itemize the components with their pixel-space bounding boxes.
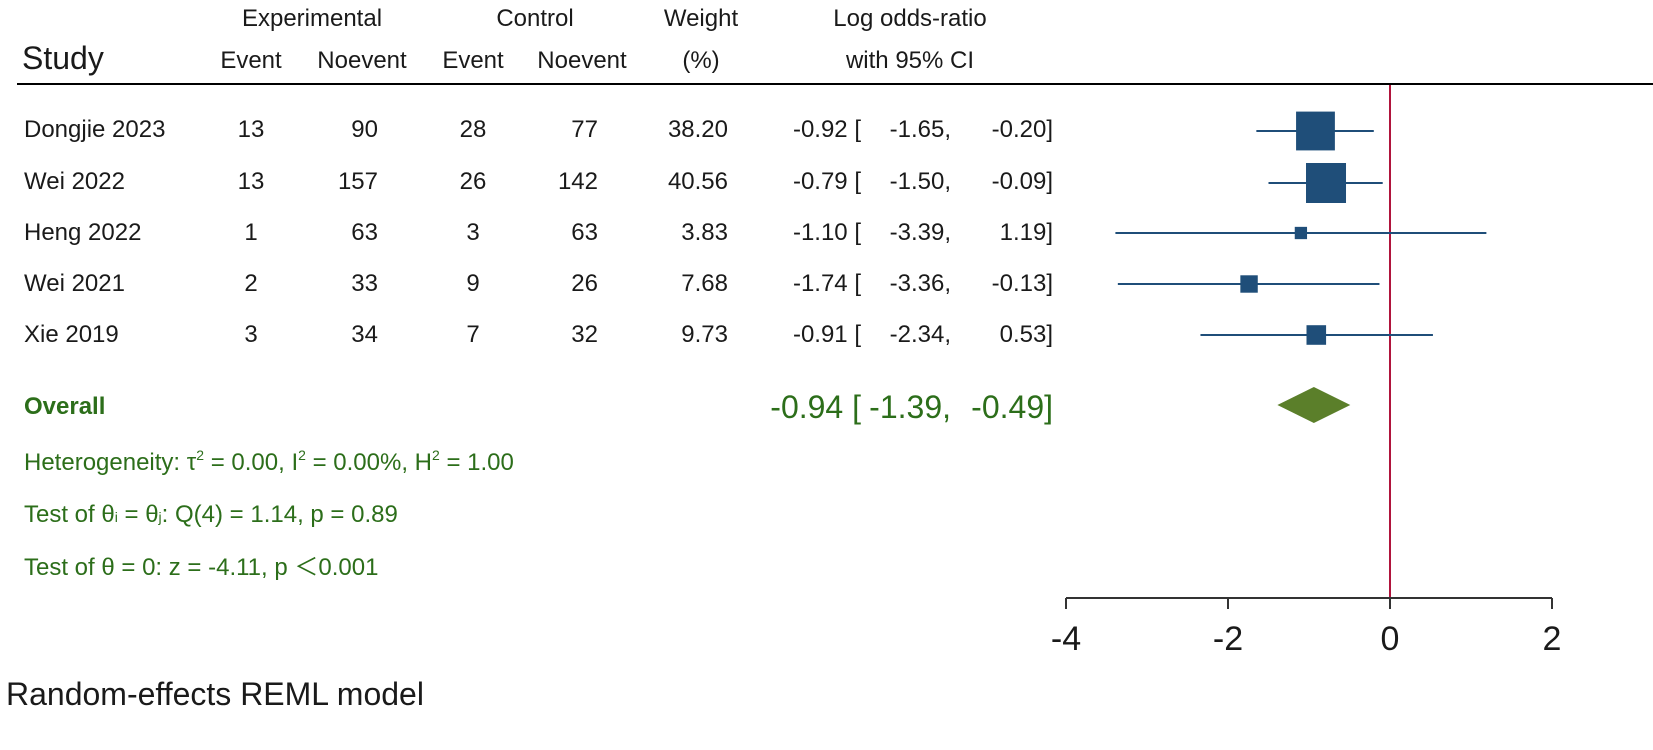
row-exp-noevent: 63 [351, 219, 378, 246]
row-estimate: -0.79 [ [792, 168, 861, 195]
x-tick-label: -2 [1213, 620, 1243, 658]
row-weight: 7.68 [681, 270, 728, 297]
row-weight: 9.73 [681, 321, 728, 348]
header-weight: Weight [663, 5, 739, 32]
x-tick-label: 0 [1381, 620, 1400, 658]
overall-label: Overall [24, 393, 106, 420]
header-ctrl-noevent: Noevent [537, 47, 627, 74]
row-ctrl-event: 9 [466, 270, 480, 297]
row-ci-low: -3.36, [889, 270, 951, 297]
row-ctrl-noevent: 63 [571, 219, 598, 246]
header-ctrl-event: Event [442, 47, 504, 74]
row-exp-event: 2 [244, 270, 258, 297]
row-exp-noevent: 34 [351, 321, 378, 348]
row-weight: 3.83 [681, 219, 728, 246]
overall-ci-high: -0.49] [971, 389, 1053, 425]
overall-ci-low: -1.39, [869, 389, 951, 425]
row-ci-high: -0.13] [991, 270, 1053, 297]
model-label: Random-effects REML model [6, 676, 424, 712]
row-study-name: Wei 2021 [24, 270, 125, 297]
x-tick-label: -4 [1051, 620, 1081, 658]
row-exp-event: 13 [237, 116, 265, 143]
row-ctrl-noevent: 32 [571, 321, 598, 348]
row-estimate: -1.74 [ [792, 270, 861, 297]
row-exp-noevent: 157 [337, 168, 378, 195]
header-experimental: Experimental [241, 5, 383, 32]
row-ctrl-event: 26 [459, 168, 487, 195]
row-weight: 40.56 [667, 168, 728, 195]
header-exp-event: Event [220, 47, 282, 74]
row-study-name: Heng 2022 [24, 219, 142, 246]
row-exp-event: 1 [244, 219, 258, 246]
row-ci-high: 0.53] [999, 321, 1053, 348]
header-weight-unit: (%) [682, 47, 720, 74]
study-marker [1296, 111, 1335, 151]
row-weight: 38.20 [667, 116, 728, 143]
row-estimate: -0.91 [ [792, 321, 861, 348]
row-ci-low: -1.50, [889, 168, 951, 195]
row-ci-low: -1.65, [889, 116, 951, 143]
header-ci: with 95% CI [845, 47, 975, 74]
row-study-name: Xie 2019 [24, 321, 119, 348]
row-study-name: Dongjie 2023 [24, 116, 166, 143]
row-ctrl-noevent: 77 [571, 116, 598, 143]
study-marker [1240, 275, 1258, 293]
row-ci-high: -0.09] [991, 168, 1053, 195]
row-ctrl-event: 7 [466, 321, 480, 348]
row-ci-high: 1.19] [999, 219, 1053, 246]
row-exp-event: 3 [244, 321, 258, 348]
header-control: Control [496, 5, 574, 32]
row-ci-low: -2.34, [889, 321, 951, 348]
x-tick-label: 2 [1543, 620, 1562, 658]
row-ci-high: -0.20] [991, 116, 1053, 143]
overall-effect-test: Test of θ = 0: z = -4.11, p ＜0.001 [24, 554, 379, 581]
row-ctrl-noevent: 142 [557, 168, 598, 195]
header-log-odds-ratio: Log odds-ratio [833, 5, 987, 32]
row-exp-event: 13 [237, 168, 265, 195]
row-exp-noevent: 33 [351, 270, 378, 297]
header-study: Study [22, 40, 104, 76]
row-exp-noevent: 90 [351, 116, 378, 143]
heterogeneity-stat: Heterogeneity: τ2 = 0.00, I2 = 0.00%, H2… [24, 447, 514, 476]
study-marker [1306, 325, 1327, 345]
study-marker [1294, 226, 1308, 240]
homogeneity-test: Test of θi = θj: Q(4) = 1.14, p = 0.89 [24, 501, 398, 528]
overall-estimate: -0.94 [ [770, 389, 861, 425]
row-ctrl-event: 3 [466, 219, 480, 246]
header-rule [17, 83, 1653, 85]
row-ctrl-event: 28 [459, 116, 487, 143]
row-study-name: Wei 2022 [24, 168, 125, 195]
row-estimate: -1.10 [ [792, 219, 861, 246]
study-marker [1306, 163, 1347, 203]
header-exp-noevent: Noevent [317, 47, 407, 74]
row-ctrl-noevent: 26 [571, 270, 598, 297]
row-ci-low: -3.39, [889, 219, 951, 246]
row-estimate: -0.92 [ [792, 116, 861, 143]
overall-diamond [1277, 387, 1351, 423]
